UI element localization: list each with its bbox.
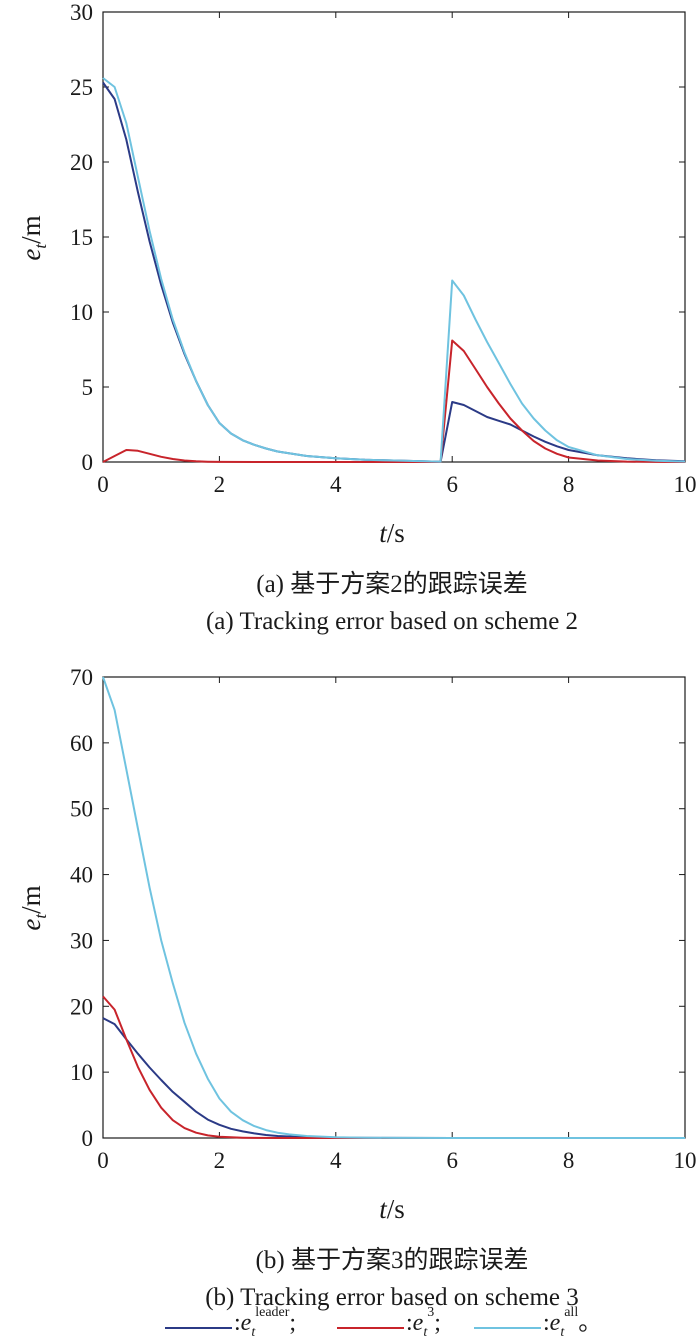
legend-item-all: :et all。 xyxy=(474,1305,602,1340)
legend-prefix: : xyxy=(234,1310,241,1336)
legend-var: e xyxy=(413,1310,424,1336)
chart-a-caption-en: (a) Tracking error based on scheme 2 xyxy=(206,608,578,635)
x-tick-label: 10 xyxy=(674,1148,697,1173)
legend: :etleader; :et3; :etall。 xyxy=(165,1305,602,1340)
y-tick-label: 70 xyxy=(70,665,93,690)
y-tick-label: 30 xyxy=(70,928,93,953)
chart-b-series xyxy=(102,676,685,1139)
series-line-leader xyxy=(102,81,686,463)
x-tick-label: 2 xyxy=(214,472,226,497)
x-tick-label: 8 xyxy=(563,472,575,497)
series-line-all xyxy=(102,676,685,1139)
y-tick-label: 30 xyxy=(70,0,93,25)
x-tick-label: 0 xyxy=(97,472,109,497)
x-tick-label: 4 xyxy=(330,472,342,497)
legend-sub: t xyxy=(423,1325,428,1340)
legend-sup: leader xyxy=(255,1305,290,1320)
x-tick-label: 8 xyxy=(563,1148,575,1173)
series-line-e3 xyxy=(102,995,685,1139)
x-tick-label: 6 xyxy=(446,1148,458,1173)
svg-text::etall。: :et all。 xyxy=(543,1305,602,1340)
legend-item-leader: :et leader; xyxy=(165,1305,296,1340)
legend-suffix: ; xyxy=(289,1310,296,1336)
x-tick-label: 4 xyxy=(330,1148,342,1173)
legend-suffix: ; xyxy=(434,1310,441,1336)
y-tick-label: 20 xyxy=(70,994,93,1019)
svg-text::et3;: :et 3; xyxy=(406,1305,441,1340)
chart-b-ticks: 0 2 4 6 8 10 0 10 20 30 40 50 60 70 xyxy=(70,665,697,1173)
y-tick-label: 10 xyxy=(70,1060,93,1085)
y-tick-label: 0 xyxy=(82,1126,94,1151)
chart-a-xlabel: t/s xyxy=(379,518,405,548)
chart-a-ylabel: et/m xyxy=(16,215,50,260)
legend-sub: t xyxy=(251,1325,256,1340)
x-tick-label: 6 xyxy=(446,472,458,497)
svg-text::etleader;: :et leader; xyxy=(234,1305,296,1340)
series-line-all xyxy=(102,77,686,463)
legend-suffix: 。 xyxy=(578,1310,602,1336)
y-tick-label: 0 xyxy=(82,450,94,475)
chart-b: 0 2 4 6 8 10 0 10 20 30 40 50 60 70 et/m t/s (b) 基于方案… xyxy=(16,665,697,1311)
legend-var: e xyxy=(241,1310,252,1336)
series-line-e3 xyxy=(102,339,686,463)
legend-prefix: : xyxy=(543,1310,550,1336)
y-tick-label: 5 xyxy=(82,375,94,400)
legend-sup: all xyxy=(564,1305,578,1320)
y-tick-label: 40 xyxy=(70,863,93,888)
chart-a-caption-cn: (a) 基于方案2的跟踪误差 xyxy=(256,570,528,598)
chart-b-caption-cn: (b) 基于方案3的跟踪误差 xyxy=(256,1246,529,1274)
chart-a: 0 2 4 6 8 10 0 5 10 15 20 25 30 et/m t/s (a) 基于方案2的跟… xyxy=(16,0,697,635)
chart-b-plot-frame xyxy=(102,676,686,1139)
y-tick-label: 25 xyxy=(70,75,93,100)
chart-b-ylabel: et/m xyxy=(16,885,50,930)
y-tick-label: 20 xyxy=(70,150,93,175)
legend-prefix: : xyxy=(406,1310,413,1336)
x-tick-label: 2 xyxy=(214,1148,226,1173)
y-tick-label: 15 xyxy=(70,225,93,250)
legend-sub: t xyxy=(560,1325,565,1340)
x-tick-label: 10 xyxy=(674,472,697,497)
legend-item-e3: :et 3; xyxy=(337,1305,441,1340)
x-tick-label: 0 xyxy=(97,1148,109,1173)
legend-var: e xyxy=(550,1310,561,1336)
y-tick-label: 60 xyxy=(70,731,93,756)
chart-b-caption-en: (b) Tracking error based on scheme 3 xyxy=(205,1284,579,1311)
y-tick-label: 50 xyxy=(70,797,93,822)
chart-a-ticks: 0 2 4 6 8 10 0 5 10 15 20 25 30 xyxy=(70,0,697,497)
chart-a-series xyxy=(102,77,686,463)
y-tick-label: 10 xyxy=(70,300,93,325)
legend-sup: 3 xyxy=(427,1305,434,1320)
chart-a-plot-frame xyxy=(102,11,686,463)
chart-b-xlabel: t/s xyxy=(379,1194,405,1224)
